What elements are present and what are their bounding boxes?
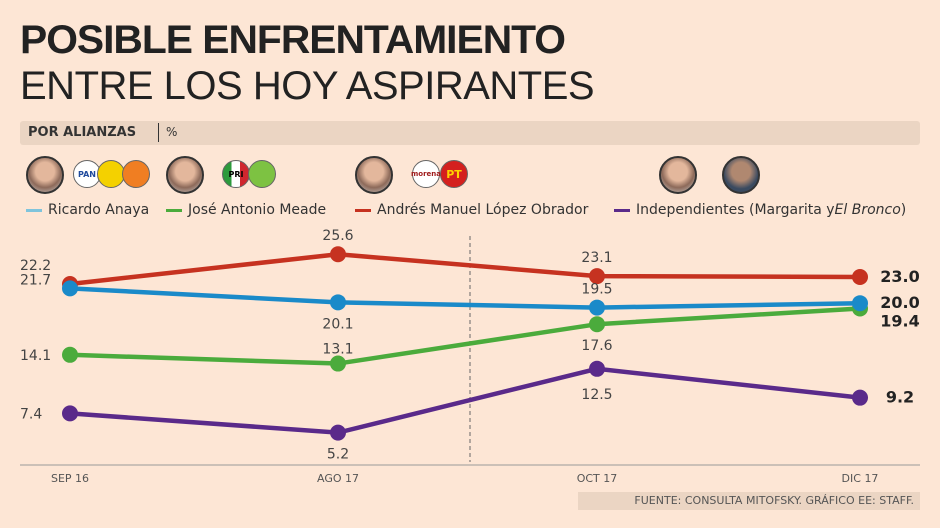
legend-label: Andrés Manuel López Obrador: [377, 202, 589, 218]
series-line: [69, 306, 861, 366]
data-label: 23.0: [880, 267, 919, 286]
legend-item-lopez-obrador: Andrés Manuel López Obrador: [355, 202, 588, 218]
morena-logo-text: morena: [411, 170, 442, 178]
source-note: FUENTE: CONSULTA MITOFSKY. GRÁFICO EE: S…: [578, 492, 920, 510]
data-label: 20.0: [880, 293, 919, 312]
data-point: [62, 346, 78, 363]
unit-label: %: [166, 125, 178, 139]
pvem-logo: [248, 160, 276, 188]
legend-item-meade: José Antonio Meade: [166, 202, 326, 218]
series-line: [69, 251, 861, 287]
series-line: [69, 286, 861, 310]
data-label: 19.4: [880, 311, 919, 330]
legend-label: Independientes (Margarita y: [636, 202, 835, 218]
subtitle-bar: POR ALIANZAS %: [20, 121, 920, 145]
data-label: 23.1: [581, 250, 612, 266]
data-point: [589, 360, 605, 377]
data-label: 21.7: [20, 272, 51, 288]
data-label: 22.2: [20, 258, 51, 274]
legend-item-anaya: Ricardo Anaya: [26, 202, 149, 218]
data-point: [62, 405, 78, 422]
avatar-meade: [166, 156, 204, 194]
data-point: [330, 424, 346, 441]
data-point: [852, 389, 868, 406]
data-label: 5.2: [327, 447, 349, 463]
divider: [158, 123, 159, 142]
data-label: 9.2: [886, 388, 914, 407]
data-point: [62, 280, 78, 297]
data-point: [852, 268, 868, 285]
data-point: [330, 355, 346, 372]
legend-item-independientes: Independientes (Margarita y El Bronco): [614, 202, 906, 218]
data-label: 25.6: [322, 228, 353, 244]
data-label: 14.1: [20, 348, 51, 364]
avatar-anaya: [26, 156, 64, 194]
legend-label-italic: El Bronco: [834, 202, 901, 218]
avatar-margarita: [659, 156, 697, 194]
avatar-el-bronco: [722, 156, 760, 194]
data-point: [330, 246, 346, 263]
data-label: 20.1: [322, 316, 353, 332]
data-point: [852, 295, 868, 312]
data-point: [330, 294, 346, 311]
data-label: 7.4: [20, 406, 42, 422]
data-point: [589, 268, 605, 285]
legend-label: José Antonio Meade: [188, 202, 327, 218]
pri-logo: PRI: [222, 160, 250, 188]
legend-label: Ricardo Anaya: [48, 202, 150, 218]
pri-logo-text: PRI: [228, 169, 244, 179]
pt-logo: PT: [440, 160, 468, 188]
morena-logo: morena: [411, 160, 442, 188]
title-line-1: POSIBLE ENFRENTAMIENTO: [20, 18, 566, 62]
mc-logo: [122, 160, 150, 188]
data-point: [589, 299, 605, 316]
data-label: 19.5: [581, 282, 612, 298]
series-line: [69, 366, 861, 435]
data-label: 13.1: [322, 342, 353, 358]
subtitle: POR ALIANZAS: [28, 125, 137, 140]
avatar-lopez-obrador: [355, 156, 393, 194]
legend-label-end: ): [900, 202, 907, 218]
data-label: 17.6: [581, 338, 612, 354]
data-label: 12.5: [581, 387, 612, 403]
x-tick-label: DIC 17: [842, 472, 879, 485]
data-point: [589, 316, 605, 333]
pt-logo-text: PT: [446, 167, 462, 181]
title-line-2: ENTRE LOS HOY ASPIRANTES: [20, 64, 595, 108]
prd-logo: [97, 160, 125, 188]
x-tick-label: OCT 17: [577, 472, 618, 485]
x-tick-label: SEP 16: [51, 472, 89, 485]
pan-logo: PAN: [73, 160, 101, 188]
pan-logo-text: PAN: [77, 169, 96, 179]
x-tick-label: AGO 17: [317, 472, 359, 485]
